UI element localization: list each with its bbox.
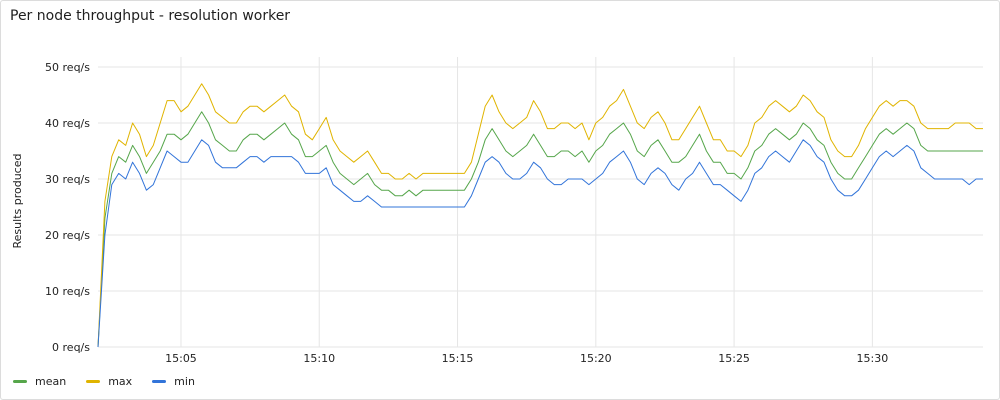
legend-label: mean <box>35 375 67 388</box>
x-tick-label: 15:15 <box>442 352 474 365</box>
panel-title: Per node throughput - resolution worker <box>10 8 291 24</box>
y-tick-label: 40 req/s <box>45 117 90 130</box>
legend-item-mean[interactable]: mean <box>13 375 66 388</box>
legend-item-min[interactable]: min <box>152 375 195 388</box>
series-line-min <box>97 139 983 348</box>
y-tick-label: 20 req/s <box>45 229 90 242</box>
y-tick-label: 30 req/s <box>45 173 90 186</box>
x-tick-label: 15:25 <box>718 352 750 365</box>
x-tick-label: 15:10 <box>303 352 335 365</box>
y-tick-label: 50 req/s <box>45 61 90 74</box>
series-lines <box>97 83 983 348</box>
x-tick-label: 15:30 <box>857 352 889 365</box>
x-tick-label: 15:20 <box>580 352 612 365</box>
y-tick-label: 0 req/s <box>52 341 90 354</box>
series-line-max <box>97 83 983 348</box>
legend-label: min <box>174 375 195 388</box>
legend-label: max <box>108 375 133 388</box>
legend-swatch <box>13 380 27 383</box>
grid <box>98 57 983 348</box>
legend-swatch <box>86 380 101 383</box>
legend-item-max[interactable]: max <box>86 375 132 388</box>
x-axis: 15:05 15:10 15:15 15:20 15:25 15:30 <box>165 352 888 365</box>
x-tick-label: 15:05 <box>165 352 197 365</box>
y-axis-label: Results produced <box>11 154 24 249</box>
legend-swatch <box>152 380 167 383</box>
series-line-mean <box>97 111 983 348</box>
y-tick-label: 10 req/s <box>45 285 90 298</box>
legend: mean max min <box>13 375 195 388</box>
y-axis: 0 req/s 10 req/s 20 req/s 30 req/s 40 req/s 5… <box>45 61 90 354</box>
